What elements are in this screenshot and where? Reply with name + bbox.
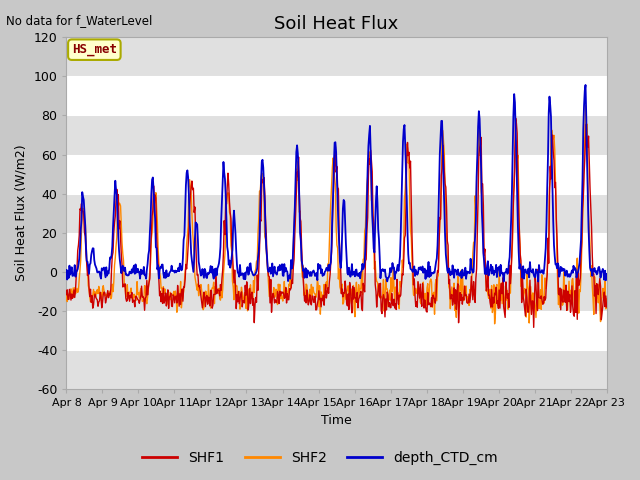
Bar [67, 76, 607, 116]
Legend: SHF1, SHF2, depth_CTD_cm: SHF1, SHF2, depth_CTD_cm [136, 445, 504, 471]
Text: No data for f_WaterLevel: No data for f_WaterLevel [6, 14, 153, 27]
Bar [67, 193, 607, 233]
Bar [67, 311, 607, 350]
X-axis label: Time: Time [321, 414, 352, 427]
Bar [67, 116, 607, 155]
Bar [67, 350, 607, 389]
Title: Soil Heat Flux: Soil Heat Flux [275, 15, 399, 33]
Y-axis label: Soil Heat Flux (W/m2): Soil Heat Flux (W/m2) [15, 145, 28, 281]
Bar [67, 37, 607, 76]
Bar [67, 155, 607, 193]
Text: HS_met: HS_met [72, 43, 117, 56]
Bar [67, 233, 607, 272]
Bar [67, 272, 607, 311]
